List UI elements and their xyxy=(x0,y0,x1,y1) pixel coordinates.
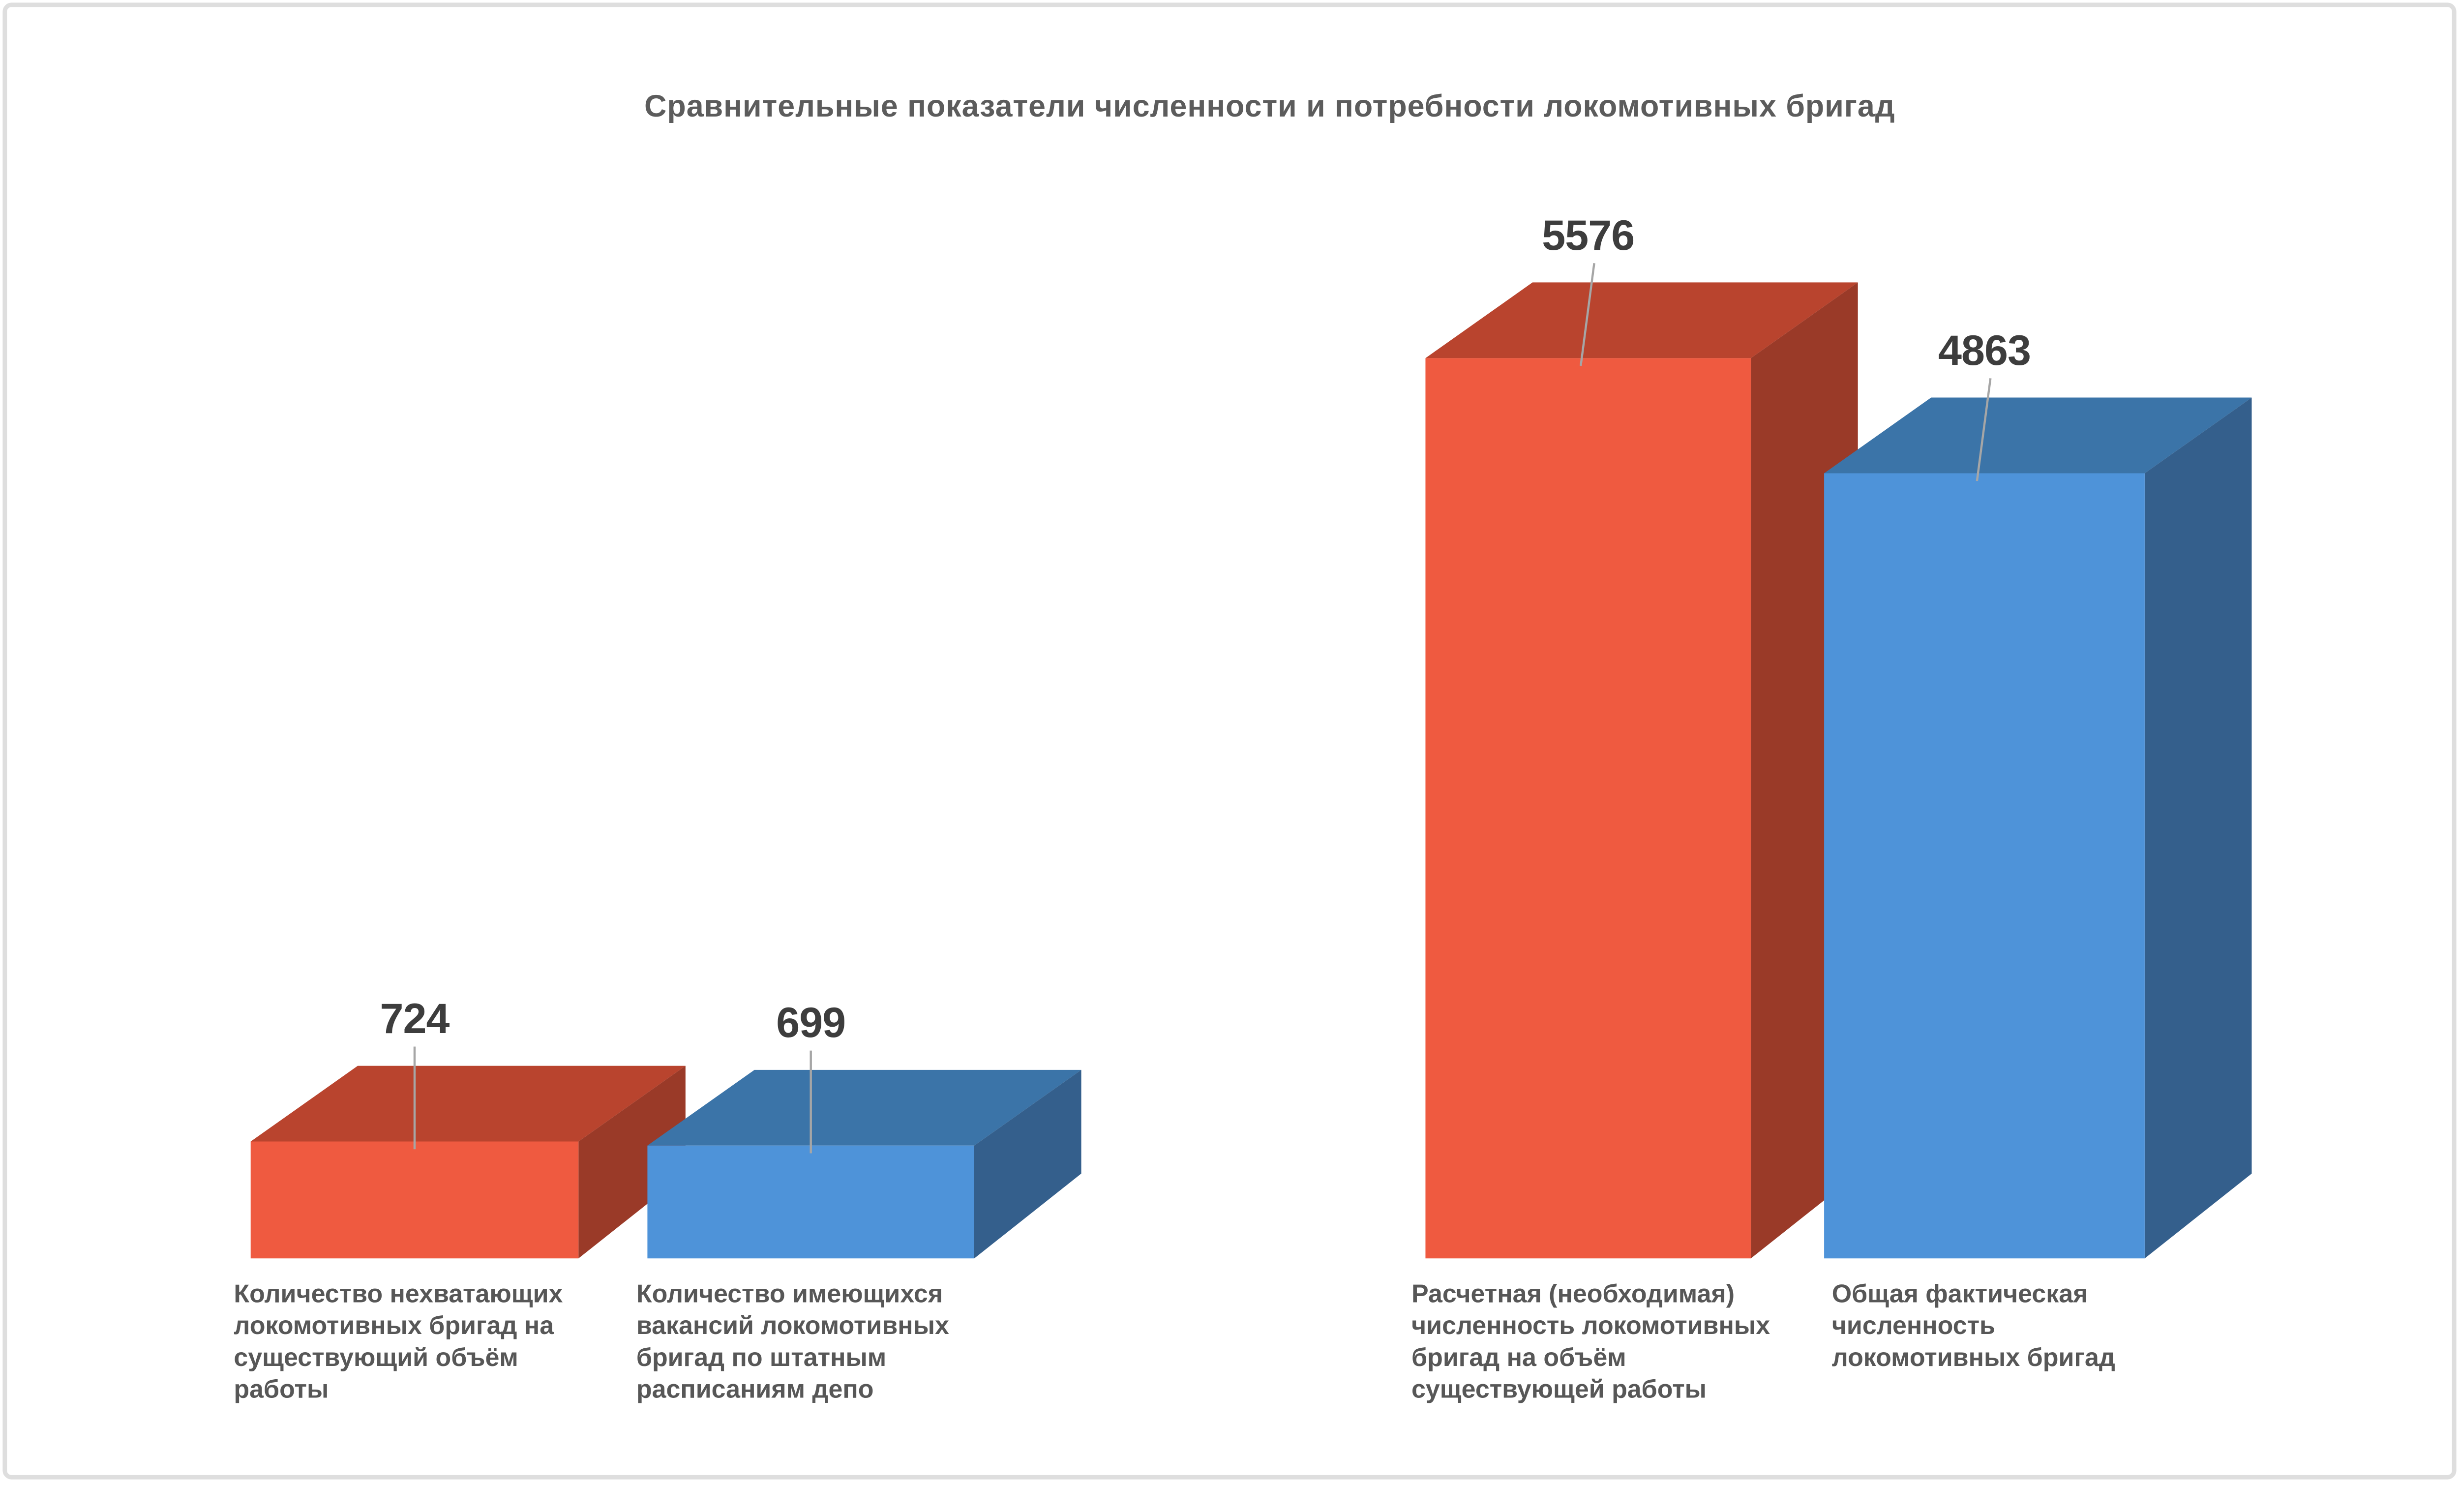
leader-line xyxy=(1579,263,1595,366)
bar-group-3: 5576 Расчетная (необходимая) численность л… xyxy=(1411,212,1858,1404)
bar-group-4: 4863 Общая фактическая численность локомоти… xyxy=(1824,327,2252,1372)
bars-layer: 724 Количество нехватающих локомотивных бр… xyxy=(234,212,2252,1404)
bar-front-face xyxy=(647,1145,974,1259)
bar-side-face xyxy=(974,1069,1081,1259)
bar-value-label: 5576 xyxy=(1542,212,1634,259)
bar-top-face xyxy=(250,1066,686,1142)
bar-top-face xyxy=(1425,282,1858,358)
bar-side-face xyxy=(578,1066,686,1259)
bar-value-label: 4863 xyxy=(1938,327,2031,374)
leader-line xyxy=(1976,378,1992,481)
chart-title: Сравнительные показатели численности и п… xyxy=(644,89,1895,123)
card-border xyxy=(2,2,2457,1480)
bar-top-face xyxy=(1824,397,2252,474)
bar-category-label: Расчетная (необходимая) численность локом… xyxy=(1411,1279,1770,1403)
bar-category-label: Количество нехватающих локомотивных брига… xyxy=(234,1279,563,1403)
bar-front-face xyxy=(1824,473,2145,1259)
bar-group-1: 724 Количество нехватающих локомотивных бр… xyxy=(234,995,686,1404)
bar-value-label: 724 xyxy=(380,995,450,1042)
bar-top-face xyxy=(647,1069,1081,1146)
bar-category-label: Общая фактическая численность локомотивных… xyxy=(1832,1279,2115,1371)
bar-front-face xyxy=(1425,358,1751,1259)
bar-group-2: 699 Количество имеющихся вакансий локомоти… xyxy=(636,999,1081,1404)
bar-front-face xyxy=(250,1141,579,1259)
bar-category-label: Количество имеющихся вакансий локомотивны… xyxy=(636,1279,949,1403)
bar-side-face xyxy=(2144,397,2252,1259)
bar-value-label: 699 xyxy=(776,999,845,1046)
